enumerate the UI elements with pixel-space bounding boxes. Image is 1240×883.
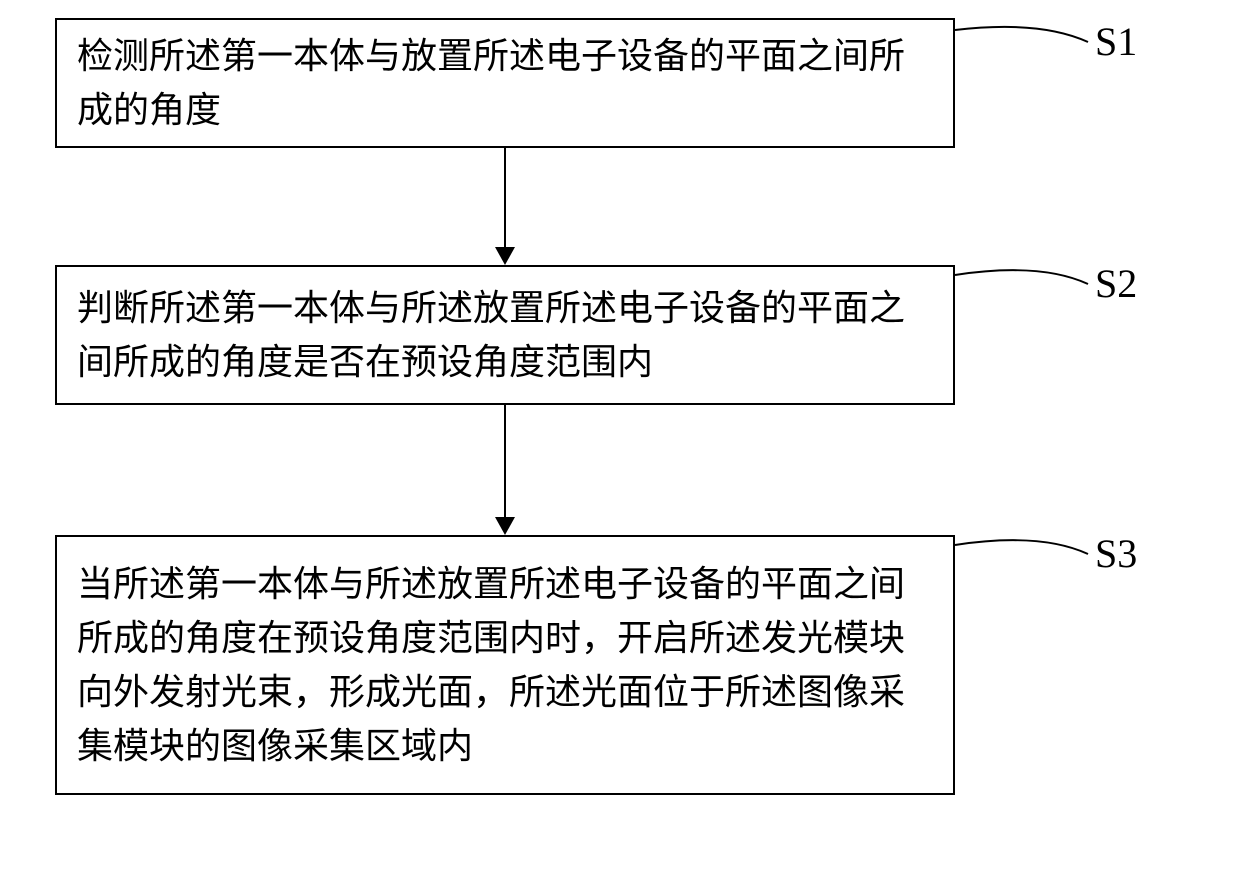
flow-step-s3-text: 当所述第一本体与所述放置所述电子设备的平面之间所成的角度在预设角度范围内时，开启… (77, 557, 933, 773)
label-s1: S1 (1095, 18, 1137, 65)
flow-step-s1-text: 检测所述第一本体与放置所述电子设备的平面之间所成的角度 (77, 29, 933, 137)
label-s3: S3 (1095, 530, 1137, 577)
flow-step-s1: 检测所述第一本体与放置所述电子设备的平面之间所成的角度 (55, 18, 955, 148)
arrow-s2-s3 (504, 405, 506, 517)
label-s2: S2 (1095, 260, 1137, 307)
flow-step-s3: 当所述第一本体与所述放置所述电子设备的平面之间所成的角度在预设角度范围内时，开启… (55, 535, 955, 795)
flow-step-s2-text: 判断所述第一本体与所述放置所述电子设备的平面之间所成的角度是否在预设角度范围内 (77, 281, 933, 389)
flow-step-s2: 判断所述第一本体与所述放置所述电子设备的平面之间所成的角度是否在预设角度范围内 (55, 265, 955, 405)
arrow-head-s2-s3 (495, 517, 515, 535)
arrow-s1-s2 (504, 148, 506, 247)
arrow-head-s1-s2 (495, 247, 515, 265)
